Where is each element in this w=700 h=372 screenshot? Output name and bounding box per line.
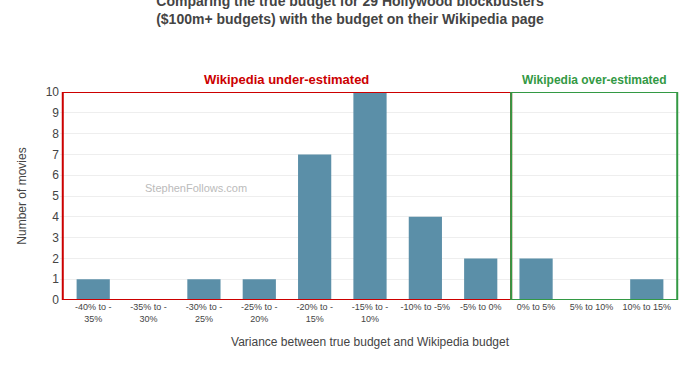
- svg-text:-30% to -25%: -30% to -25%: [186, 302, 223, 324]
- svg-text:Variance between true budget a: Variance between true budget and Wikiped…: [231, 335, 510, 349]
- svg-text:-15% to -10%: -15% to -10%: [352, 302, 389, 324]
- svg-text:1: 1: [52, 272, 59, 286]
- svg-text:-40% to -35%: -40% to -35%: [75, 302, 112, 324]
- svg-text:-35% to -30%: -35% to -30%: [130, 302, 167, 324]
- svg-text:0: 0: [52, 293, 59, 307]
- svg-text:9: 9: [52, 106, 59, 120]
- svg-text:Wikipedia under-estimated: Wikipedia under-estimated: [204, 72, 369, 87]
- svg-text:10% to 15%: 10% to 15%: [623, 302, 672, 312]
- svg-text:-20% to -15%: -20% to -15%: [296, 302, 333, 324]
- svg-text:0% to 5%: 0% to 5%: [517, 302, 556, 312]
- svg-text:2: 2: [52, 252, 59, 266]
- svg-text:4: 4: [52, 210, 59, 224]
- svg-text:-25% to -20%: -25% to -20%: [241, 302, 278, 324]
- svg-text:Comparing the true budget for: Comparing the true budget for 29 Hollywo…: [156, 0, 544, 27]
- svg-text:5% to 10%: 5% to 10%: [570, 302, 614, 312]
- svg-text:7: 7: [52, 148, 59, 162]
- svg-text:Number of movies: Number of movies: [15, 147, 29, 244]
- svg-text:Wikipedia over-estimated: Wikipedia over-estimated: [522, 73, 667, 87]
- svg-text:-10% to -5%: -10% to -5%: [401, 302, 451, 312]
- svg-text:5: 5: [52, 189, 59, 203]
- svg-text:3: 3: [52, 231, 59, 245]
- svg-text:10: 10: [46, 85, 60, 99]
- svg-text:-5% to 0%: -5% to 0%: [460, 302, 502, 312]
- svg-text:8: 8: [52, 127, 59, 141]
- svg-text:6: 6: [52, 168, 59, 182]
- svg-text:StephenFollows.com: StephenFollows.com: [145, 182, 247, 194]
